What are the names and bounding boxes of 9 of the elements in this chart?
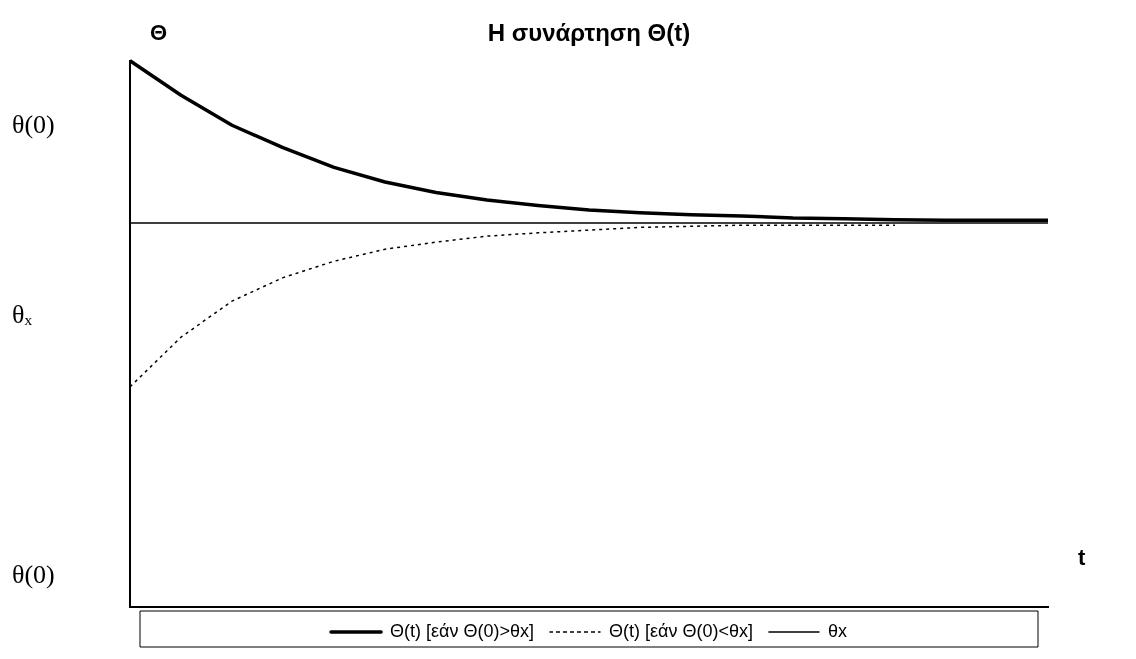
y-axis-title: Θ (150, 20, 168, 46)
text: θ(0) (12, 560, 55, 590)
legend-label: Θ(t) [εάν Θ(0)>θx] (390, 620, 534, 641)
chart-title: Η συνάρτηση Θ(t) (487, 19, 691, 47)
legend-label: Θ(t) [εάν Θ(0)<θx] (608, 620, 753, 641)
legend-label: θx (827, 620, 847, 641)
text: θₓ (12, 300, 32, 330)
x-axis-title: t (1078, 545, 1086, 571)
text: θ(0) (12, 110, 55, 140)
